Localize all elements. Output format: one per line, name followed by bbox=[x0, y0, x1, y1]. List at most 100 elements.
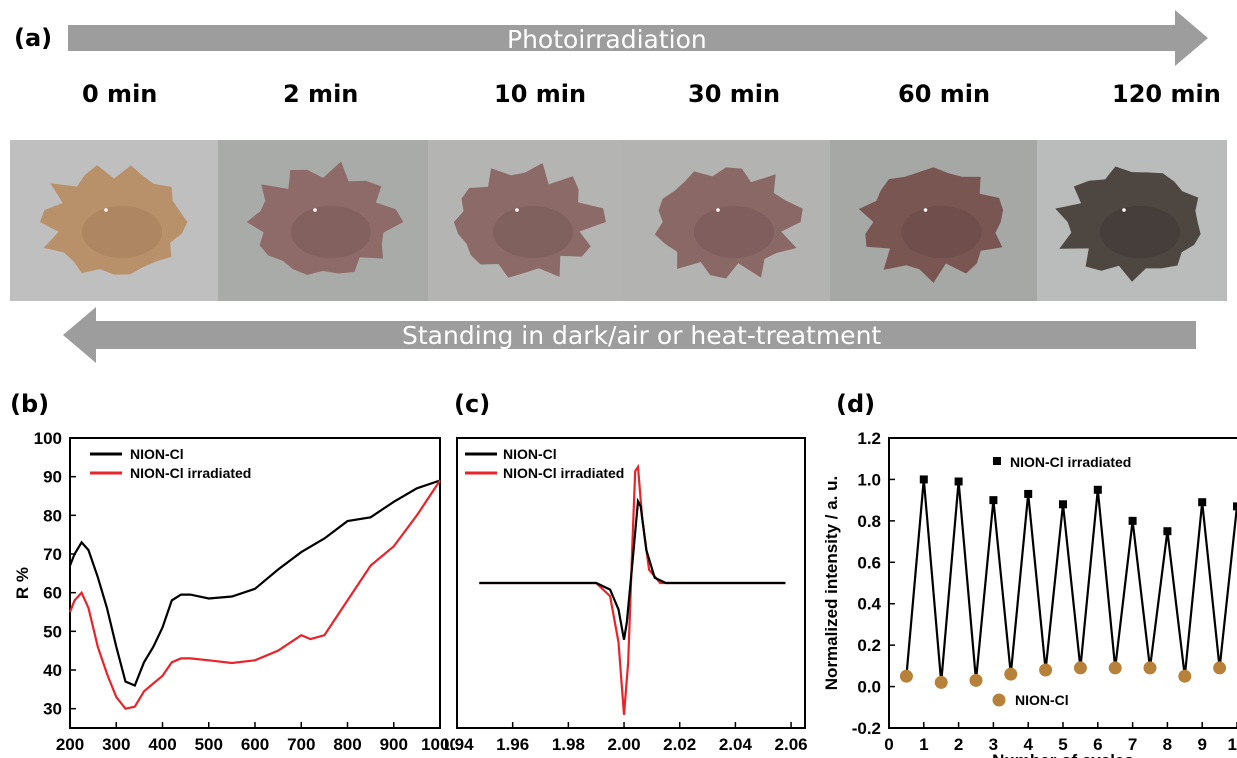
plot-frame bbox=[456, 437, 806, 729]
powder-body bbox=[858, 167, 1004, 283]
irradiated-point bbox=[919, 475, 928, 484]
y-tick-label: 40 bbox=[43, 661, 62, 680]
sample-photo bbox=[622, 140, 830, 301]
y-tick-label: 60 bbox=[43, 584, 62, 603]
x-tick-label: 9 bbox=[1197, 735, 1206, 754]
dark-point bbox=[1108, 661, 1122, 675]
x-tick-label: 2.06 bbox=[775, 735, 808, 754]
glint bbox=[515, 208, 519, 212]
x-tick-label: 7 bbox=[1128, 735, 1137, 754]
irradiated-point bbox=[1093, 485, 1102, 494]
time-label: 60 min bbox=[898, 80, 991, 108]
sample-photo bbox=[218, 140, 428, 301]
y-tick-label: 1.2 bbox=[857, 429, 881, 448]
x-tick-label: 900 bbox=[380, 735, 408, 754]
powder-pile bbox=[858, 167, 1004, 283]
dark-point bbox=[1039, 663, 1053, 677]
reverse-arrow bbox=[63, 307, 1196, 363]
irradiated-point bbox=[989, 496, 998, 505]
powder-body bbox=[453, 163, 606, 278]
panel-label-b: (b) bbox=[10, 390, 50, 418]
legend-marker bbox=[993, 457, 1001, 465]
legend-label: NION-Cl irradiated bbox=[503, 465, 624, 481]
x-tick-label: 300 bbox=[102, 735, 130, 754]
x-tick-label: 400 bbox=[148, 735, 176, 754]
y-axis-label: Normalized intensity / a. u. bbox=[822, 476, 841, 690]
x-tick-label: 2.00 bbox=[607, 735, 640, 754]
dark-point bbox=[1073, 661, 1087, 675]
photoirradiation-arrow bbox=[68, 10, 1208, 66]
y-tick-label: 80 bbox=[43, 506, 62, 525]
irradiated-point bbox=[1128, 516, 1137, 525]
sample-photo bbox=[1037, 140, 1227, 301]
powder-shade bbox=[493, 206, 573, 258]
irradiated-point bbox=[1059, 500, 1067, 509]
powder-body bbox=[40, 165, 188, 275]
dark-point bbox=[899, 669, 913, 683]
x-tick-label: 500 bbox=[195, 735, 223, 754]
powder-body bbox=[246, 161, 404, 275]
y-tick-label: 1.0 bbox=[857, 470, 881, 489]
legend-marker bbox=[992, 693, 1006, 707]
panel-label-d: (d) bbox=[836, 390, 876, 418]
powder-shade bbox=[1100, 206, 1180, 258]
y-tick-label: -0.2 bbox=[852, 719, 881, 738]
x-tick-label: 2 bbox=[954, 735, 963, 754]
x-tick-label: 4 bbox=[1023, 735, 1033, 754]
y-tick-label: 0.2 bbox=[857, 636, 881, 655]
series-line bbox=[68, 479, 441, 687]
y-tick-label: 30 bbox=[43, 700, 62, 719]
forward-arrow-shape bbox=[68, 10, 1208, 66]
dark-point bbox=[1004, 667, 1018, 681]
x-tick-label: 600 bbox=[241, 735, 269, 754]
x-tick-label: 6 bbox=[1093, 735, 1102, 754]
powder-pile bbox=[453, 163, 606, 278]
glint bbox=[104, 208, 108, 212]
glint bbox=[923, 208, 928, 212]
powder-pile bbox=[246, 161, 404, 275]
x-tick-label: 5 bbox=[1058, 735, 1067, 754]
backward-arrow-label: Standing in dark/air or heat-treatment bbox=[402, 321, 882, 350]
glint bbox=[313, 208, 317, 212]
cycle-line bbox=[905, 479, 1237, 683]
forward-arrow-label: Photoirradiation bbox=[507, 25, 707, 54]
x-tick-label: 700 bbox=[287, 735, 315, 754]
x-tick-label: 0 bbox=[884, 735, 893, 754]
series-line bbox=[479, 463, 786, 715]
x-axis-label: Number of cycles bbox=[992, 751, 1134, 758]
y-tick-label: 0.8 bbox=[857, 512, 881, 531]
series-line bbox=[68, 479, 441, 710]
backward-arrow-shape bbox=[63, 307, 1196, 363]
legend-label: NION-Cl bbox=[1015, 692, 1069, 708]
x-tick-label: 1.98 bbox=[552, 735, 585, 754]
irradiated-point bbox=[1024, 489, 1033, 498]
irradiated-point bbox=[954, 477, 963, 486]
powder-pile bbox=[1055, 166, 1201, 282]
plot-frame bbox=[888, 437, 1237, 729]
glint bbox=[1122, 208, 1126, 212]
legend-label: NION-Cl bbox=[130, 446, 184, 462]
panel-label-a: (a) bbox=[14, 24, 53, 52]
y-tick-label: 0.4 bbox=[857, 595, 881, 614]
powder-pile bbox=[40, 165, 188, 275]
powder-pile bbox=[654, 167, 803, 279]
dark-point bbox=[934, 675, 948, 689]
x-tick-label: 1.94 bbox=[445, 735, 474, 754]
powder-shade bbox=[82, 206, 162, 258]
y-tick-label: 100 bbox=[34, 429, 62, 448]
dark-point bbox=[1213, 661, 1227, 675]
x-tick-label: 2.04 bbox=[719, 735, 753, 754]
y-axis-label: R % bbox=[13, 567, 32, 599]
legend-label: NION-Cl irradiated bbox=[130, 465, 251, 481]
y-tick-label: 50 bbox=[43, 622, 62, 641]
panel-label-c: (c) bbox=[454, 390, 491, 418]
powder-shade bbox=[291, 206, 371, 258]
x-axis-label: g bbox=[622, 755, 632, 758]
legend-label: NION-Cl bbox=[503, 446, 557, 462]
chart-b-reflectance: 200 300 400 500 600 700 800 900 1000 30 40 50 60 70 80… bbox=[13, 429, 455, 758]
dark-point bbox=[969, 673, 983, 687]
powder-shade bbox=[901, 206, 982, 258]
x-tick-label: 1.96 bbox=[496, 735, 529, 754]
x-tick-label: 3 bbox=[989, 735, 998, 754]
sample-photo bbox=[830, 140, 1037, 301]
